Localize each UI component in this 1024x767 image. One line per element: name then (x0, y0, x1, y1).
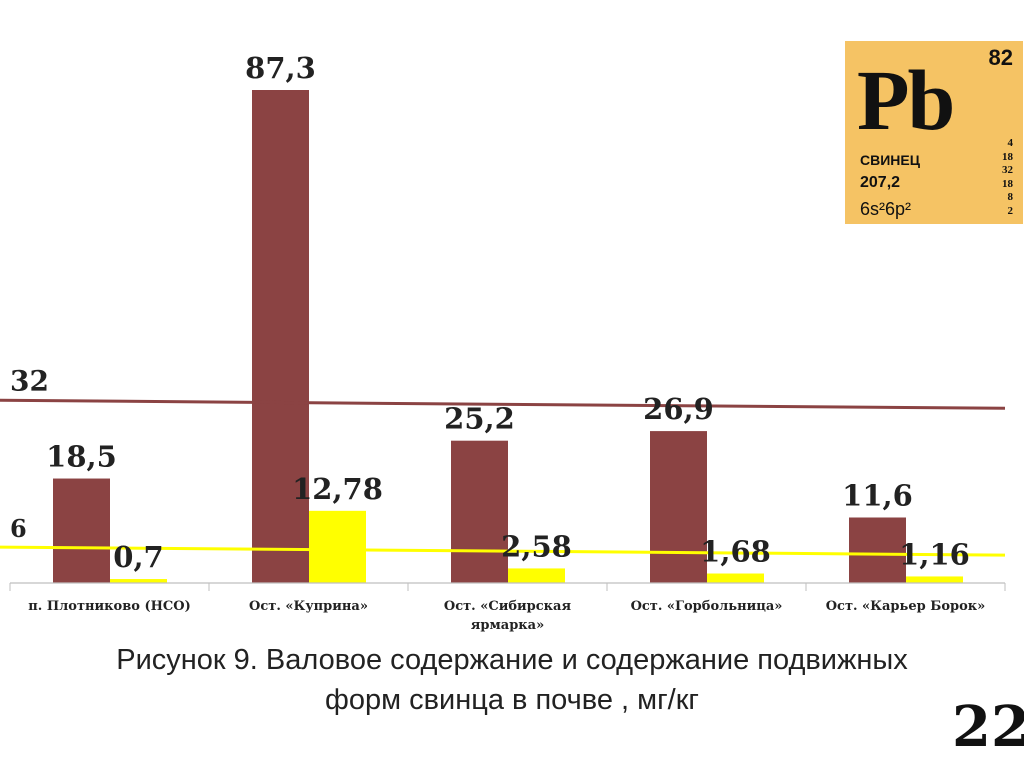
bar (252, 90, 309, 583)
category-label: Ост. «Куприна» (249, 599, 368, 614)
bar (53, 478, 110, 583)
data-label: 18,5 (46, 440, 117, 474)
shell-value: 8 (1007, 191, 1014, 203)
lead-element-tile: 82 Pb СВИНЕЦ 207,2 6s²6p² 4 18 32 18 8 2 (845, 41, 1023, 224)
data-label: 2,58 (501, 529, 572, 563)
bar (309, 510, 366, 583)
atomic-number: 82 (988, 45, 1013, 70)
figure-caption: Рисунок 9. Валовое содержание и содержан… (0, 640, 1024, 720)
electron-configuration: 6s²6p² (860, 199, 912, 219)
element-symbol: Pb (857, 52, 955, 148)
shell-value: 2 (1007, 204, 1014, 217)
slide-number: 22 (952, 694, 1024, 760)
reference-label: 32 (10, 364, 49, 397)
category-label: Ост. «Карьер Борок» (826, 599, 986, 614)
bar (849, 517, 906, 583)
data-label: 1,16 (899, 537, 970, 571)
atomic-mass: 207,2 (860, 174, 901, 191)
shell-value: 32 (1002, 164, 1013, 176)
category-label: ярмарка» (471, 618, 544, 633)
bar (707, 573, 764, 583)
reference-line (0, 398, 1006, 410)
data-label: 12,78 (292, 472, 383, 506)
caption-line-2: форм свинца в почве , мг/кг (324, 684, 699, 716)
data-label: 1,68 (700, 535, 771, 569)
shell-value: 18 (1002, 150, 1013, 163)
bar (508, 568, 565, 583)
data-label: 25,2 (444, 402, 515, 436)
data-label: 0,7 (113, 540, 163, 574)
bar (650, 431, 707, 583)
data-label: 11,6 (842, 478, 913, 512)
category-label: Ост. «Горбольница» (631, 599, 783, 614)
reference-label: 6 (10, 514, 27, 543)
element-name: СВИНЕЦ (860, 152, 920, 168)
category-label: п. Плотниково (НСО) (28, 599, 190, 614)
category-label: Ост. «Сибирская (444, 599, 572, 614)
bar (906, 576, 963, 583)
bar (451, 440, 508, 583)
electron-shells: 4 18 32 18 8 2 (1002, 137, 1013, 218)
reference-line (0, 545, 1006, 557)
bar (110, 579, 167, 583)
data-label: 26,9 (643, 392, 714, 426)
caption-line-1: Рисунок 9. Валовое содержание и содержан… (116, 644, 908, 676)
shell-value: 18 (1002, 177, 1013, 190)
shell-value: 4 (1007, 137, 1014, 149)
data-label: 87,3 (245, 51, 316, 85)
